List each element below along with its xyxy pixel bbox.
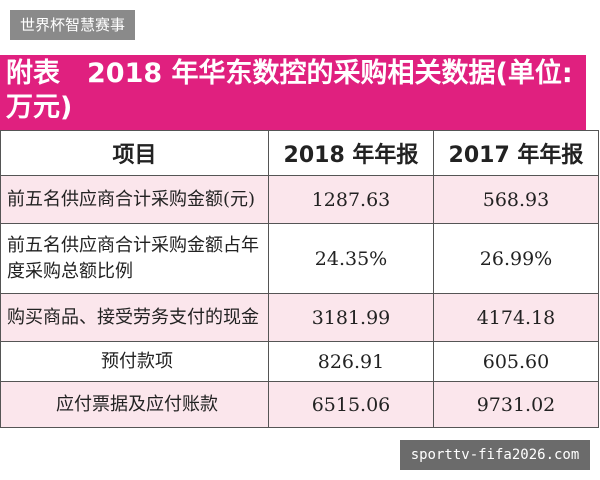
cell: 9731.02 — [433, 381, 599, 428]
row-label: 前五名供应商合计采购金额占年度采购总额比例 — [0, 223, 269, 294]
row: 应付票据及应付账款 6515.06 9731.02 — [0, 381, 599, 428]
row: 前五名供应商合计采购金额占年度采购总额比例 24.35% 26.99% — [0, 223, 599, 294]
cell: 3181.99 — [268, 293, 434, 342]
cell: 605.60 — [433, 341, 599, 382]
header-row: 项目 2018 年年报 2017 年年报 — [0, 130, 599, 176]
cell: 4174.18 — [433, 293, 599, 342]
cell: 24.35% — [268, 223, 434, 294]
row-label: 前五名供应商合计采购金额(元) — [0, 175, 269, 224]
row: 预付款项 826.91 605.60 — [0, 341, 599, 382]
data-table: 项目 2018 年年报 2017 年年报 前五名供应商合计采购金额(元) 128… — [0, 130, 599, 428]
header-cell: 2018 年年报 — [268, 130, 434, 176]
row-label: 购买商品、接受劳务支付的现金 — [0, 293, 269, 342]
table-title: 附表 2018 年华东数控的采购相关数据(单位:万元) — [0, 55, 586, 130]
row: 前五名供应商合计采购金额(元) 1287.63 568.93 — [0, 175, 599, 224]
watermark: sporttv-fifa2026.com — [400, 440, 590, 470]
row-label: 预付款项 — [0, 341, 269, 382]
header-cell: 项目 — [0, 130, 269, 176]
row: 购买商品、接受劳务支付的现金 3181.99 4174.18 — [0, 293, 599, 342]
watermark: 世界杯智慧赛事 — [10, 10, 136, 40]
cell: 6515.06 — [268, 381, 434, 428]
cell: 1287.63 — [268, 175, 434, 224]
cell: 826.91 — [268, 341, 434, 382]
cell: 26.99% — [433, 223, 599, 294]
row-label: 应付票据及应付账款 — [0, 381, 269, 428]
header-cell: 2017 年年报 — [433, 130, 599, 176]
cell: 568.93 — [433, 175, 599, 224]
